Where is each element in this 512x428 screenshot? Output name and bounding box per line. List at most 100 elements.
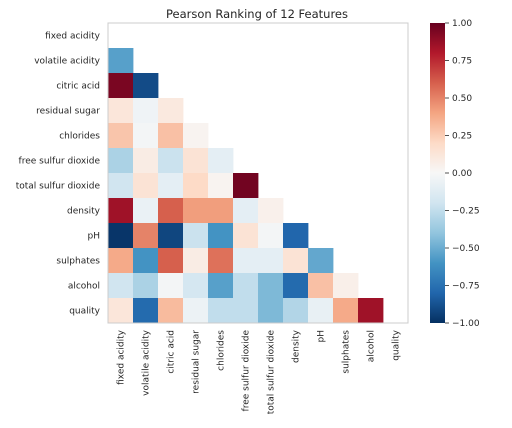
heatmap-cell-10-2 — [158, 273, 184, 299]
heatmap-cell-10-6 — [258, 273, 284, 299]
heatmap-cell-7-1 — [133, 198, 159, 224]
x-tick-label: fixed acidity — [117, 329, 127, 385]
colorbar-tick-label: 0.50 — [452, 94, 472, 104]
y-tick-label: quality — [69, 307, 100, 317]
x-tick-label: citric acid — [167, 330, 177, 374]
heatmap-cell-9-6 — [258, 248, 284, 274]
heatmap-cell-11-0 — [108, 298, 134, 324]
heatmap-cell-9-5 — [233, 248, 259, 274]
heatmap-cell-10-4 — [208, 273, 234, 299]
heatmap-cell-4-2 — [158, 123, 184, 149]
heatmap-cell-7-3 — [183, 198, 209, 224]
y-tick-label: citric acid — [56, 82, 100, 92]
x-tick-label: residual sugar — [192, 330, 202, 394]
heatmap-cell-7-0 — [108, 198, 134, 224]
heatmap-cell-9-4 — [208, 248, 234, 274]
heatmap-cell-11-2 — [158, 298, 184, 324]
heatmap-cell-4-0 — [108, 123, 134, 149]
heatmap-cell-11-6 — [258, 298, 284, 324]
heatmap-cell-10-8 — [308, 273, 334, 299]
colorbar-tick-label: −0.25 — [452, 207, 480, 217]
heatmap-cell-11-7 — [283, 298, 309, 324]
heatmap-cell-6-2 — [158, 173, 184, 199]
x-tick-label: volatile acidity — [142, 329, 152, 395]
heatmap-cell-5-4 — [208, 148, 234, 174]
heatmap-cell-10-5 — [233, 273, 259, 299]
heatmap-cell-6-1 — [133, 173, 159, 199]
colorbar-ticks: 1.00 0.75 0.50 0.25 0.00 −0.25 −0.50 −0.75 −1.00 — [445, 19, 480, 329]
heatmap-cell-11-3 — [183, 298, 209, 324]
y-tick-label: density — [67, 207, 101, 217]
y-tick-label: fixed acidity — [45, 32, 101, 42]
heatmap-cell-5-0 — [108, 148, 134, 174]
heatmap-cell-7-5 — [233, 198, 259, 224]
heatmap-cells — [108, 48, 384, 324]
heatmap-cell-1-0 — [108, 48, 134, 74]
heatmap-cell-9-3 — [183, 248, 209, 274]
heatmap-cell-4-3 — [183, 123, 209, 149]
heatmap-cell-10-1 — [133, 273, 159, 299]
heatmap-cell-11-1 — [133, 298, 159, 324]
x-tick-label: alcohol — [367, 330, 377, 362]
chart-title: Pearson Ranking of 12 Features — [166, 7, 348, 21]
heatmap-cell-9-8 — [308, 248, 334, 274]
y-tick-label: total sulfur dioxide — [16, 182, 101, 192]
heatmap-cell-9-1 — [133, 248, 159, 274]
heatmap-cell-11-8 — [308, 298, 334, 324]
heatmap-cell-10-0 — [108, 273, 134, 299]
colorbar-tick-label: 0.25 — [452, 132, 472, 142]
heatmap-cell-3-1 — [133, 98, 159, 124]
heatmap-cell-8-3 — [183, 223, 209, 249]
x-tick-label: quality — [392, 329, 402, 360]
heatmap-cell-8-5 — [233, 223, 259, 249]
heatmap-cell-3-2 — [158, 98, 184, 124]
x-tick-label: sulphates — [342, 330, 352, 374]
heatmap-cell-11-10 — [358, 298, 384, 324]
heatmap-cell-9-0 — [108, 248, 134, 274]
heatmap-cell-8-6 — [258, 223, 284, 249]
plot-frame — [107, 22, 409, 324]
x-tick-labels: fixed acidity volatile acidity citric acid… — [117, 329, 402, 414]
heatmap-cell-5-2 — [158, 148, 184, 174]
heatmap-cell-8-4 — [208, 223, 234, 249]
colorbar-tick-label: 1.00 — [452, 19, 472, 29]
y-tick-label: pH — [88, 232, 100, 242]
y-tick-label: sulphates — [56, 257, 100, 267]
x-tick-label: chlorides — [217, 330, 227, 371]
heatmap-cell-10-9 — [333, 273, 359, 299]
heatmap-cell-5-3 — [183, 148, 209, 174]
x-tick-label: pH — [317, 330, 327, 342]
heatmap-cell-10-7 — [283, 273, 309, 299]
y-tick-label: free sulfur dioxide — [19, 157, 101, 167]
heatmap-cell-6-4 — [208, 173, 234, 199]
heatmap-cell-11-9 — [333, 298, 359, 324]
x-tick-label: free sulfur dioxide — [242, 330, 252, 412]
y-tick-label: chlorides — [59, 132, 100, 142]
heatmap-cell-11-5 — [233, 298, 259, 324]
heatmap-cell-8-2 — [158, 223, 184, 249]
y-tick-labels: fixed acidity volatile acidity citric acid… — [16, 32, 101, 317]
heatmap-cell-6-3 — [183, 173, 209, 199]
heatmap-cell-4-1 — [133, 123, 159, 149]
heatmap-cell-3-0 — [108, 98, 134, 124]
heatmap-cell-8-0 — [108, 223, 134, 249]
heatmap-cell-6-5 — [233, 173, 259, 199]
heatmap-cell-7-2 — [158, 198, 184, 224]
heatmap-cell-6-0 — [108, 173, 134, 199]
heatmap-cell-11-4 — [208, 298, 234, 324]
heatmap-cell-7-6 — [258, 198, 284, 224]
colorbar-tick-label: −0.75 — [452, 282, 480, 292]
heatmap-cell-2-1 — [133, 73, 159, 99]
heatmap-cell-9-2 — [158, 248, 184, 274]
colorbar — [430, 23, 445, 323]
y-tick-label: volatile acidity — [34, 57, 100, 67]
colorbar-tick-label: 0.00 — [452, 169, 472, 179]
x-tick-label: total sulfur dioxide — [267, 330, 277, 415]
heatmap-cell-8-1 — [133, 223, 159, 249]
y-tick-label: residual sugar — [36, 107, 100, 117]
colorbar-tick-label: 0.75 — [452, 57, 472, 67]
heatmap-cell-9-7 — [283, 248, 309, 274]
colorbar-tick-label: −0.50 — [452, 244, 480, 254]
heatmap-cell-2-0 — [108, 73, 134, 99]
